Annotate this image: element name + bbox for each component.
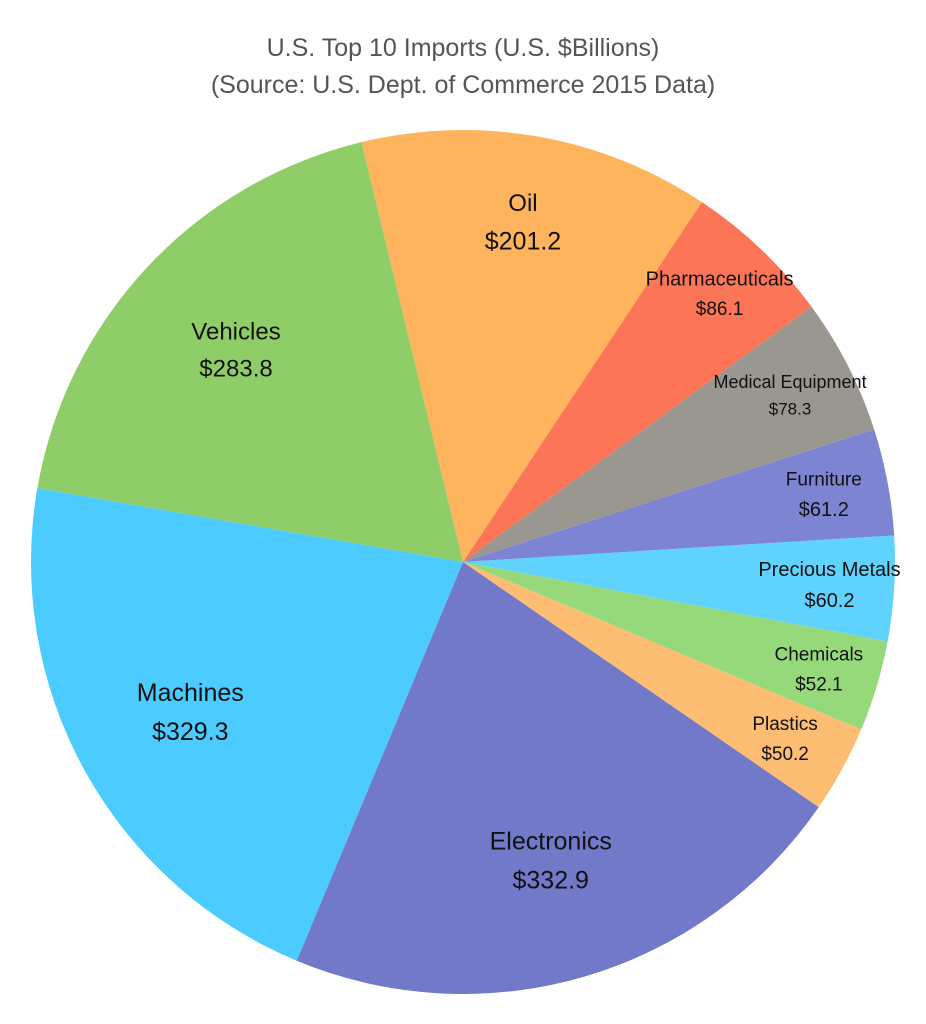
slice-label-pharmaceuticals: Pharmaceuticals bbox=[646, 268, 794, 290]
pie-slice-chemicals bbox=[463, 562, 888, 730]
slice-label-vehicles: Vehicles bbox=[191, 318, 280, 345]
slice-label-precious-metals: Precious Metals bbox=[758, 559, 900, 581]
slice-value-plastics: $50.2 bbox=[761, 744, 809, 765]
slice-value-chemicals: $52.1 bbox=[795, 674, 843, 695]
pie-slice-vehicles bbox=[37, 142, 464, 562]
pie-slice-medical-equipment bbox=[463, 306, 875, 562]
pie-slice-oil bbox=[361, 130, 702, 562]
chart-title: U.S. Top 10 Imports (U.S. $Billions) bbox=[266, 34, 660, 62]
slice-label-plastics: Plastics bbox=[752, 714, 817, 735]
slice-label-furniture: Furniture bbox=[786, 470, 862, 491]
slice-value-medical-equipment: $78.3 bbox=[769, 399, 812, 418]
pie-slice-furniture bbox=[463, 429, 895, 562]
pie-slice-pharmaceuticals bbox=[463, 202, 812, 562]
slice-label-machines: Machines bbox=[137, 679, 244, 707]
slice-labels: Oil $201.2 Pharmaceuticals $86.1 Medical Equ… bbox=[137, 190, 901, 895]
slice-value-oil: $201.2 bbox=[485, 227, 561, 255]
slice-value-vehicles: $283.8 bbox=[199, 355, 272, 382]
slice-label-medical-equipment: Medical Equipment bbox=[713, 372, 866, 392]
slice-value-pharmaceuticals: $86.1 bbox=[696, 299, 744, 320]
slice-label-chemicals: Chemicals bbox=[774, 644, 863, 665]
pie-slice-plastics bbox=[463, 562, 862, 808]
slice-value-machines: $329.3 bbox=[152, 718, 228, 746]
slice-value-furniture: $61.2 bbox=[799, 499, 849, 521]
slice-value-precious-metals: $60.2 bbox=[804, 590, 854, 612]
chart-title-block: U.S. Top 10 Imports (U.S. $Billions) (So… bbox=[0, 30, 926, 104]
slice-label-oil: Oil bbox=[508, 190, 537, 217]
pie-slice-precious-metals bbox=[463, 535, 895, 642]
chart-subtitle: (Source: U.S. Dept. of Commerce 2015 Dat… bbox=[210, 71, 716, 99]
pie-slice-electronics bbox=[296, 562, 819, 994]
slice-value-electronics: $332.9 bbox=[513, 867, 589, 895]
pie-slice-machines bbox=[30, 488, 464, 961]
slice-label-electronics: Electronics bbox=[490, 828, 612, 856]
